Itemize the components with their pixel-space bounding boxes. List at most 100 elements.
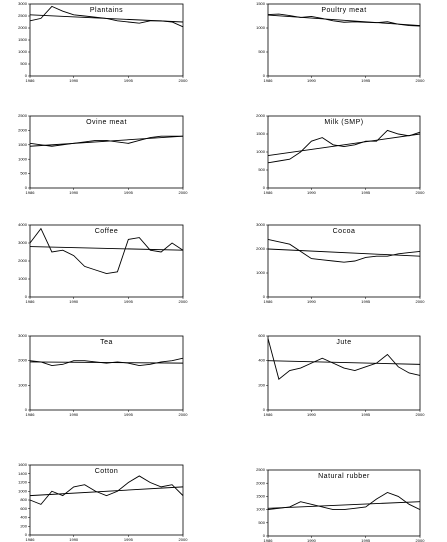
y-tick-label: 200 [258, 382, 265, 387]
y-tick-label: 3000 [18, 333, 28, 338]
plot-frame [29, 464, 184, 536]
y-tick-label: 800 [20, 497, 27, 502]
y-tick-label: 1500 [18, 142, 28, 147]
x-tick-label: 1986 [264, 299, 274, 304]
plot-frame [267, 3, 421, 77]
data-line [267, 501, 421, 509]
data-line [267, 129, 421, 164]
y-tick-label: 1500 [256, 1, 266, 6]
y-tick-label: 0 [25, 407, 28, 412]
y-tick-label: 0 [25, 532, 28, 537]
x-tick-label: 2000 [179, 412, 189, 417]
x-tick-label: 1986 [264, 412, 274, 417]
y-tick-label: 400 [258, 358, 265, 363]
y-tick-label: 500 [258, 520, 265, 525]
x-tick-label: 1986 [264, 190, 274, 195]
plot-frame [267, 224, 421, 298]
x-tick-label: 1986 [26, 190, 36, 195]
chart-title: Tea [100, 339, 113, 346]
x-tick-label: 1995 [124, 412, 134, 417]
data-line [29, 486, 184, 497]
x-tick-label: 1995 [361, 538, 371, 542]
x-tick-label: 1986 [264, 78, 274, 83]
y-tick-label: 0 [25, 185, 28, 190]
y-tick-label: 1000 [18, 276, 28, 281]
data-line [267, 13, 421, 27]
data-line [29, 135, 183, 147]
y-tick-label: 1000 [18, 382, 28, 387]
data-line [29, 361, 184, 364]
y-tick-label: 1000 [256, 25, 266, 30]
y-tick-label: 2500 [256, 467, 266, 472]
x-tick-label: 2000 [416, 538, 426, 542]
chart-title: Cocoa [333, 228, 356, 235]
y-tick-label: 3000 [256, 222, 266, 227]
y-tick-label: 1000 [256, 270, 266, 275]
x-tick-label: 2000 [179, 537, 189, 542]
y-tick-label: 0 [263, 294, 266, 299]
x-tick-label: 1995 [361, 412, 371, 417]
x-tick-label: 1986 [26, 537, 36, 542]
y-tick-label: 1500 [256, 493, 266, 498]
x-tick-label: 2000 [416, 299, 426, 304]
data-line [267, 491, 421, 511]
y-tick-label: 1500 [18, 37, 28, 42]
y-tick-label: 500 [258, 49, 265, 54]
chart-title: Jute [336, 339, 351, 346]
y-tick-label: 3000 [18, 240, 28, 245]
y-tick-label: 3000 [18, 1, 28, 6]
y-tick-label: 500 [20, 171, 27, 176]
y-tick-label: 2000 [18, 127, 28, 132]
y-tick-label: 600 [20, 506, 27, 511]
plot-frame [267, 335, 421, 411]
data-line [267, 238, 421, 263]
x-tick-label: 1986 [264, 538, 274, 542]
x-tick-label: 2000 [179, 78, 189, 83]
data-line [29, 14, 184, 23]
y-tick-label: 0 [263, 73, 266, 78]
x-tick-label: 1990 [307, 78, 317, 83]
x-tick-label: 2000 [179, 299, 189, 304]
x-tick-label: 1990 [69, 190, 79, 195]
data-line [29, 135, 184, 147]
plot-frame [29, 3, 184, 77]
y-tick-label: 500 [20, 61, 27, 66]
chart-title: Cotton [95, 468, 119, 475]
y-tick-label: 4000 [18, 222, 28, 227]
x-tick-label: 1990 [307, 190, 317, 195]
x-tick-label: 1990 [307, 538, 317, 542]
y-tick-label: 0 [263, 533, 266, 538]
data-line [29, 475, 184, 505]
x-tick-label: 1986 [26, 299, 36, 304]
y-tick-label: 2000 [18, 258, 28, 263]
chart-title: Coffee [95, 228, 119, 235]
y-tick-label: 1000 [256, 149, 266, 154]
y-tick-label: 1000 [18, 156, 28, 161]
x-tick-label: 1995 [361, 190, 371, 195]
x-tick-label: 1990 [69, 412, 79, 417]
chart-title: Ovine meat [86, 119, 127, 126]
plot-frame [29, 115, 184, 189]
x-tick-label: 1990 [307, 412, 317, 417]
y-tick-label: 0 [263, 407, 266, 412]
y-tick-label: 600 [258, 333, 265, 338]
chart-title: Milk (SMP) [324, 119, 363, 126]
x-tick-label: 1995 [361, 299, 371, 304]
x-tick-label: 1986 [26, 412, 36, 417]
y-tick-label: 400 [20, 515, 27, 520]
y-tick-label: 0 [25, 73, 28, 78]
x-tick-label: 1995 [124, 537, 134, 542]
y-tick-label: 200 [20, 523, 27, 528]
x-tick-label: 2000 [416, 412, 426, 417]
data-line [267, 133, 421, 157]
chart-title: Plantains [90, 7, 123, 14]
data-line [267, 338, 421, 380]
y-tick-label: 2000 [256, 246, 266, 251]
plot-frame [29, 335, 184, 411]
x-tick-label: 1995 [361, 78, 371, 83]
data-line [267, 14, 421, 27]
y-tick-label: 2500 [18, 113, 28, 118]
y-tick-label: 0 [263, 185, 266, 190]
y-tick-label: 2000 [18, 358, 28, 363]
